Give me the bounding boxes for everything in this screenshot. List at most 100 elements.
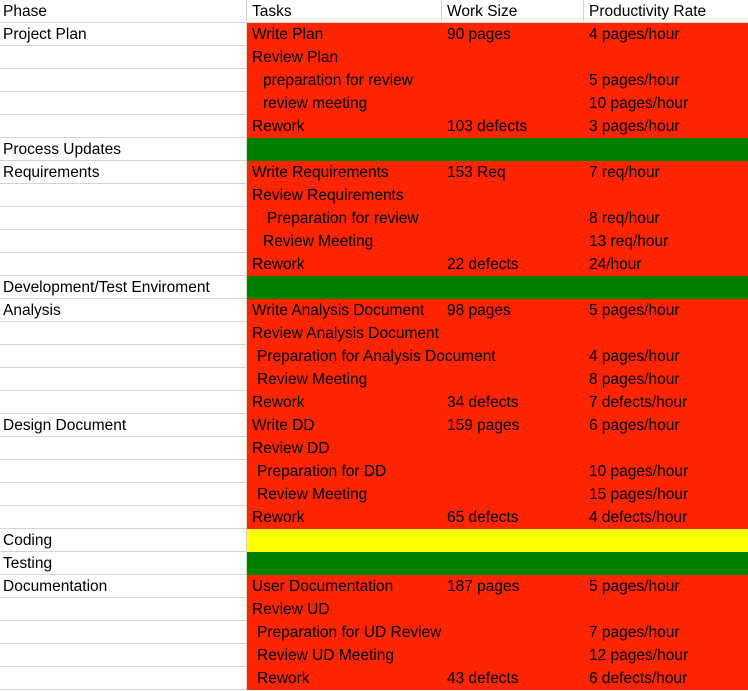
- work-size-cell[interactable]: 90 pages: [447, 26, 511, 43]
- work-size-cell[interactable]: 43 defects: [447, 670, 519, 687]
- productivity-rate-cell[interactable]: 5 pages/hour: [589, 578, 680, 595]
- phase-cell[interactable]: [0, 92, 247, 115]
- table-row: Testing: [0, 552, 748, 575]
- phase-cell[interactable]: [0, 46, 247, 69]
- productivity-rate-cell[interactable]: 4 pages/hour: [589, 348, 680, 365]
- productivity-rate-cell[interactable]: 3 pages/hour: [589, 118, 680, 135]
- task-cell[interactable]: Review UD: [252, 601, 330, 618]
- task-cell[interactable]: Review Meeting: [257, 486, 368, 503]
- phase-cell[interactable]: Analysis: [0, 299, 247, 322]
- task-band: Write DD 159 pages 6 pages/hour: [247, 414, 748, 437]
- work-size-cell[interactable]: 98 pages: [447, 302, 511, 319]
- productivity-rate-cell[interactable]: 10 pages/hour: [589, 463, 689, 480]
- task-cell[interactable]: Preparation for DD: [257, 463, 387, 480]
- productivity-rate-cell[interactable]: 7 pages/hour: [589, 624, 680, 641]
- phase-cell[interactable]: [0, 483, 247, 506]
- productivity-rate-cell[interactable]: 7 req/hour: [589, 164, 660, 181]
- table-row: Development/Test Enviroment: [0, 276, 748, 299]
- task-cell[interactable]: Review DD: [252, 440, 330, 457]
- phase-cell[interactable]: [0, 207, 247, 230]
- productivity-rate-cell[interactable]: 13 req/hour: [589, 233, 669, 250]
- phase-cell[interactable]: [0, 184, 247, 207]
- productivity-rate-cell[interactable]: 4 defects/hour: [589, 509, 688, 526]
- task-band: Write Analysis Document 98 pages 5 pages/h…: [247, 299, 748, 322]
- phase-cell[interactable]: [0, 391, 247, 414]
- productivity-rate-cell[interactable]: 15 pages/hour: [589, 486, 689, 503]
- phase-cell[interactable]: [0, 230, 247, 253]
- task-cell[interactable]: Rework: [252, 118, 305, 135]
- phase-cell[interactable]: [0, 69, 247, 92]
- phase-cell[interactable]: [0, 506, 247, 529]
- phase-cell[interactable]: [0, 621, 247, 644]
- phase-cell[interactable]: [0, 437, 247, 460]
- task-cell[interactable]: Preparation for review: [267, 210, 419, 227]
- header-phase[interactable]: Phase: [0, 0, 247, 23]
- phase-cell[interactable]: [0, 460, 247, 483]
- table-row: Review Meeting 13 req/hour: [0, 230, 748, 253]
- work-size-cell[interactable]: 34 defects: [447, 394, 519, 411]
- phase-cell[interactable]: Project Plan: [0, 23, 247, 46]
- task-cell[interactable]: Write Analysis Document: [252, 302, 424, 319]
- column-divider: [583, 0, 584, 22]
- phase-cell[interactable]: [0, 345, 247, 368]
- productivity-rate-cell[interactable]: 24/hour: [589, 256, 642, 273]
- header-tasks[interactable]: Tasks: [252, 3, 292, 20]
- table-row: Review Meeting 15 pages/hour: [0, 483, 748, 506]
- productivity-rate-cell[interactable]: 6 defects/hour: [589, 670, 688, 687]
- task-band: Preparation for UD Review 7 pages/hour: [247, 621, 748, 644]
- work-size-cell[interactable]: 65 defects: [447, 509, 519, 526]
- table-row: Analysis Write Analysis Document 98 pages 5…: [0, 299, 748, 322]
- header-productivity-rate[interactable]: Productivity Rate: [589, 3, 707, 20]
- task-cell[interactable]: Rework: [252, 394, 305, 411]
- work-size-cell[interactable]: 187 pages: [447, 578, 520, 595]
- phase-cell[interactable]: Requirements: [0, 161, 247, 184]
- productivity-rate-cell[interactable]: 6 pages/hour: [589, 417, 680, 434]
- task-cell[interactable]: Write DD: [252, 417, 315, 434]
- work-size-cell[interactable]: 103 defects: [447, 118, 528, 135]
- task-cell[interactable]: Write Requirements: [252, 164, 389, 181]
- task-cell[interactable]: Rework: [252, 509, 305, 526]
- phase-cell[interactable]: Design Document: [0, 414, 247, 437]
- task-cell[interactable]: Rework: [252, 256, 305, 273]
- phase-cell[interactable]: [0, 253, 247, 276]
- phase-cell[interactable]: Coding: [0, 529, 247, 552]
- productivity-rate-cell[interactable]: 8 pages/hour: [589, 371, 680, 388]
- task-cell[interactable]: Review Plan: [252, 49, 339, 66]
- task-band: Preparation for DD 10 pages/hour: [247, 460, 748, 483]
- task-cell[interactable]: Review Analysis Document: [252, 325, 439, 342]
- phase-cell[interactable]: [0, 368, 247, 391]
- table-row: Requirements Write Requirements 153 Req 7 r…: [0, 161, 748, 184]
- task-cell[interactable]: Preparation for UD Review: [257, 624, 442, 641]
- phase-cell[interactable]: [0, 667, 247, 690]
- task-cell[interactable]: Preparation for Analysis Document: [257, 348, 496, 365]
- productivity-rate-cell[interactable]: 8 req/hour: [589, 210, 660, 227]
- task-cell[interactable]: Review Meeting: [263, 233, 374, 250]
- phase-cell[interactable]: [0, 598, 247, 621]
- header-work-size[interactable]: Work Size: [447, 3, 518, 20]
- productivity-rate-cell[interactable]: 10 pages/hour: [589, 95, 689, 112]
- task-cell[interactable]: preparation for review: [263, 72, 413, 89]
- task-cell[interactable]: Write Plan: [252, 26, 324, 43]
- work-size-cell[interactable]: 22 defects: [447, 256, 519, 273]
- task-cell[interactable]: review meeting: [263, 95, 368, 112]
- phase-cell[interactable]: Testing: [0, 552, 247, 575]
- phase-cell[interactable]: Process Updates: [0, 138, 247, 161]
- phase-cell[interactable]: [0, 115, 247, 138]
- work-size-cell[interactable]: 153 Req: [447, 164, 506, 181]
- phase-cell[interactable]: [0, 322, 247, 345]
- productivity-rate-cell[interactable]: 5 pages/hour: [589, 72, 680, 89]
- phase-cell[interactable]: Development/Test Enviroment: [0, 276, 247, 299]
- productivity-rate-cell[interactable]: 12 pages/hour: [589, 647, 689, 664]
- task-cell[interactable]: Review UD Meeting: [257, 647, 394, 664]
- task-cell[interactable]: Review Meeting: [257, 371, 368, 388]
- productivity-rate-cell[interactable]: 4 pages/hour: [589, 26, 680, 43]
- task-band: Write Requirements 153 Req 7 req/hour: [247, 161, 748, 184]
- task-cell[interactable]: Review Requirements: [252, 187, 404, 204]
- phase-cell[interactable]: [0, 644, 247, 667]
- productivity-rate-cell[interactable]: 7 defects/hour: [589, 394, 688, 411]
- phase-cell[interactable]: Documentation: [0, 575, 247, 598]
- task-cell[interactable]: Rework: [257, 670, 310, 687]
- productivity-rate-cell[interactable]: 5 pages/hour: [589, 302, 680, 319]
- task-cell[interactable]: User Documentation: [252, 578, 394, 595]
- work-size-cell[interactable]: 159 pages: [447, 417, 520, 434]
